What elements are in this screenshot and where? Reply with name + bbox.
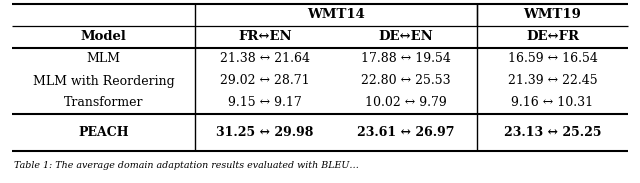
Text: Table 1: The average domain adaptation results evaluated with BLEU…: Table 1: The average domain adaptation r… [14,160,359,169]
Text: Transformer: Transformer [64,96,143,109]
Text: PEACH: PEACH [78,126,129,139]
Text: 21.39 ↔ 22.45: 21.39 ↔ 22.45 [508,74,597,87]
Text: MLM: MLM [86,53,120,66]
Text: DE↔FR: DE↔FR [526,31,579,44]
Text: FR↔EN: FR↔EN [238,31,292,44]
Text: 21.38 ↔ 21.64: 21.38 ↔ 21.64 [220,53,310,66]
Text: WMT14: WMT14 [307,8,365,21]
Text: DE↔EN: DE↔EN [379,31,433,44]
Text: 23.13 ↔ 25.25: 23.13 ↔ 25.25 [504,126,601,139]
Text: 16.59 ↔ 16.54: 16.59 ↔ 16.54 [508,53,597,66]
Text: MLM with Reordering: MLM with Reordering [33,74,174,87]
Text: Model: Model [81,31,127,44]
Text: 10.02 ↔ 9.79: 10.02 ↔ 9.79 [365,96,447,109]
Text: 9.16 ↔ 10.31: 9.16 ↔ 10.31 [511,96,593,109]
Text: WMT19: WMT19 [524,8,581,21]
Text: 17.88 ↔ 19.54: 17.88 ↔ 19.54 [361,53,451,66]
Text: 23.61 ↔ 26.97: 23.61 ↔ 26.97 [357,126,455,139]
Text: 29.02 ↔ 28.71: 29.02 ↔ 28.71 [220,74,310,87]
Text: 31.25 ↔ 29.98: 31.25 ↔ 29.98 [216,126,314,139]
Text: 9.15 ↔ 9.17: 9.15 ↔ 9.17 [228,96,302,109]
Text: 22.80 ↔ 25.53: 22.80 ↔ 25.53 [361,74,451,87]
